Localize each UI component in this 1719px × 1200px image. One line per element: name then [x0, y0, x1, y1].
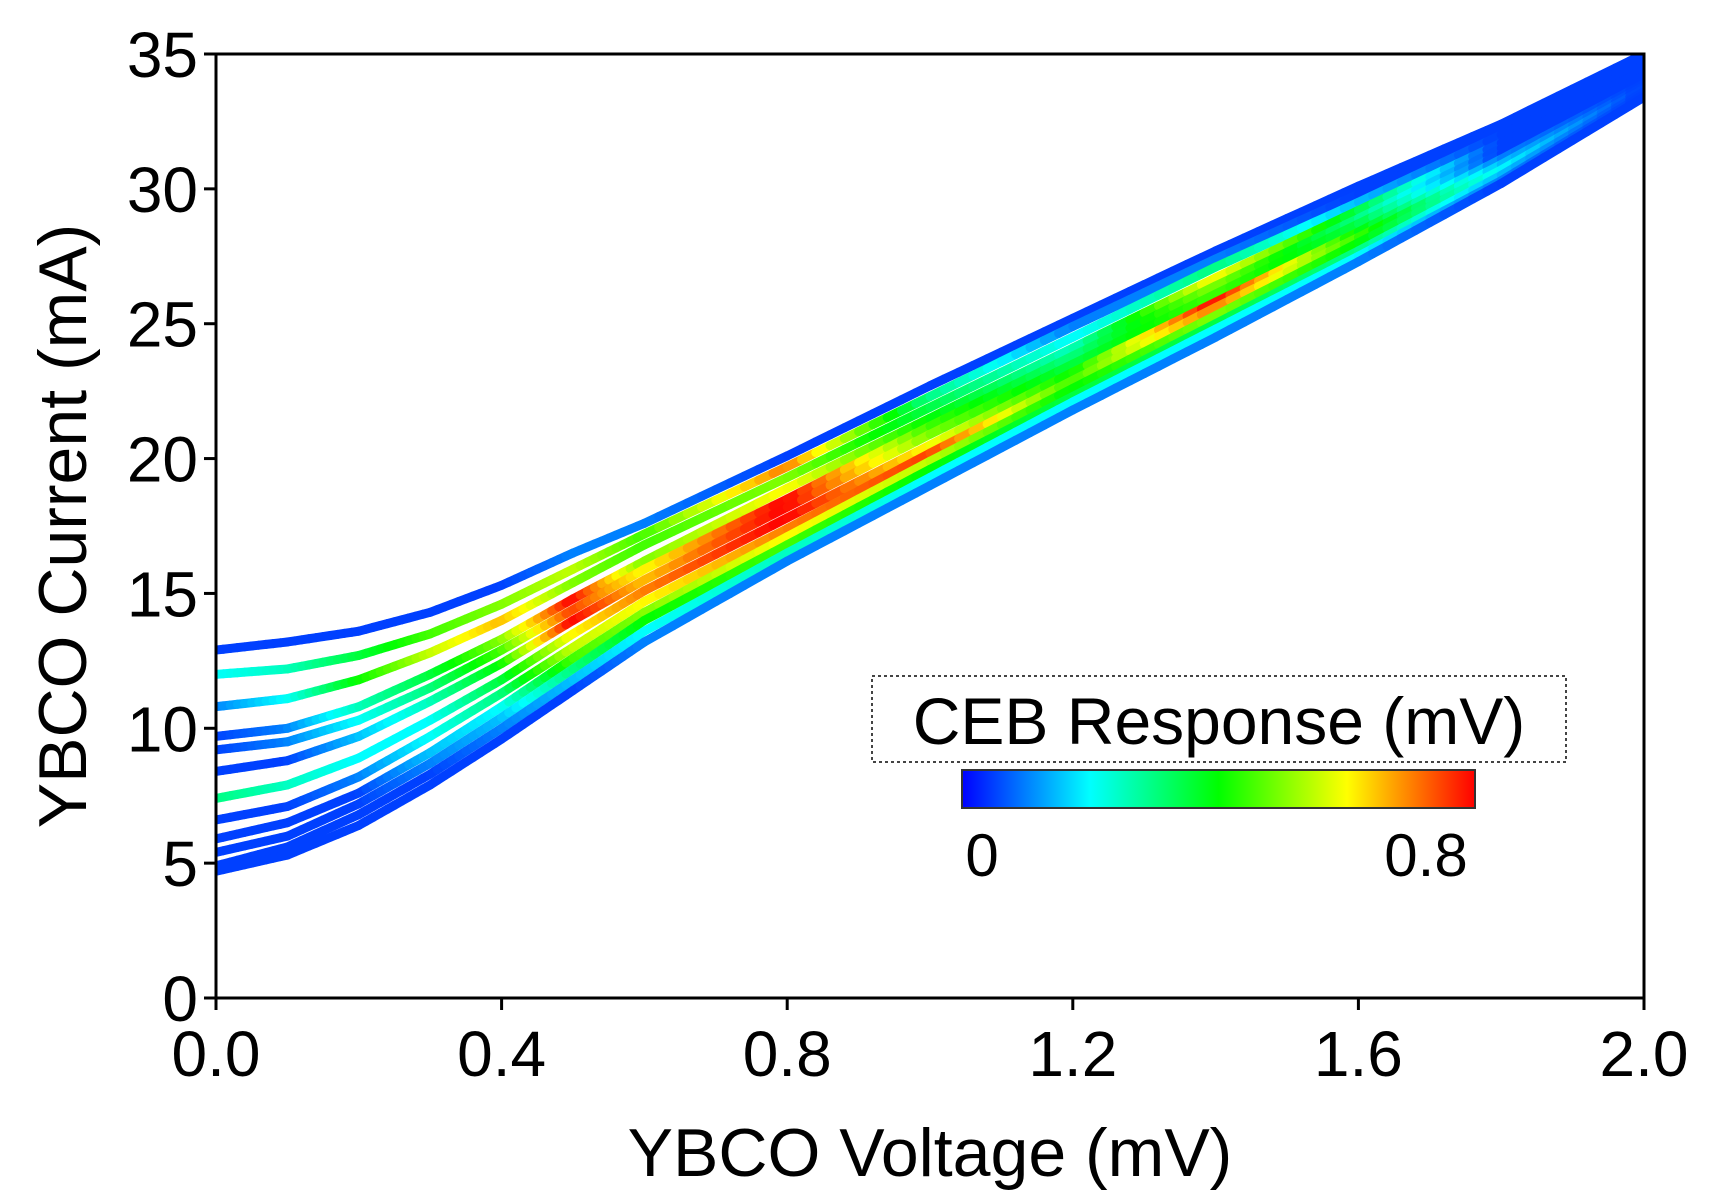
x-axis: 0.0 0.4 0.8 1.2 1.6 2.0	[172, 998, 1689, 1090]
x-tick-label: 0.4	[457, 1018, 546, 1090]
series-layer	[216, 54, 1644, 876]
series-1	[216, 54, 1644, 655]
x-tick-label: 0.8	[743, 1018, 832, 1090]
series-2-segment	[1625, 54, 1644, 71]
x-tick-label: 2.0	[1600, 1018, 1689, 1090]
colorbar-swatch	[961, 769, 1476, 809]
x-tick-label: 0.0	[172, 1018, 261, 1090]
y-tick-label: 30	[127, 154, 198, 226]
series-4-segment	[1625, 65, 1644, 82]
y-tick-label: 25	[127, 289, 198, 361]
colorbar-legend: CEB Response (mV) 0 0.8	[871, 675, 1567, 889]
series-8	[216, 81, 1644, 825]
colorbar-title-frame	[871, 675, 1567, 763]
x-axis-title: YBCO Voltage (mV)	[628, 1115, 1233, 1191]
series-9	[216, 84, 1644, 844]
y-tick-label: 5	[162, 828, 198, 900]
series-5	[216, 71, 1644, 755]
colorbar-max-label: 0.8	[1384, 822, 1467, 889]
series-2	[216, 54, 1644, 679]
series-12-segment	[1625, 92, 1644, 111]
y-tick-label: 20	[127, 424, 198, 496]
y-axis-title: YBCO Current (mA)	[25, 224, 101, 829]
y-axis: 0 5 10 15 20 25 30 35	[127, 19, 216, 1035]
series-3	[216, 60, 1644, 712]
colorbar-title: CEB Response (mV)	[913, 684, 1526, 758]
series-5-segment	[1625, 71, 1644, 88]
series-12	[216, 92, 1644, 876]
series-3-segment	[1625, 60, 1644, 77]
y-tick-label: 35	[127, 19, 198, 91]
y-tick-label: 15	[127, 558, 198, 630]
x-tick-label: 1.2	[1028, 1018, 1117, 1090]
y-tick-label: 0	[162, 963, 198, 1035]
y-tick-label: 10	[127, 693, 198, 765]
series-4	[216, 65, 1644, 741]
x-tick-label: 1.6	[1314, 1018, 1403, 1090]
colorbar-min-label: 0	[965, 822, 998, 889]
plot-frame	[214, 52, 1646, 1000]
